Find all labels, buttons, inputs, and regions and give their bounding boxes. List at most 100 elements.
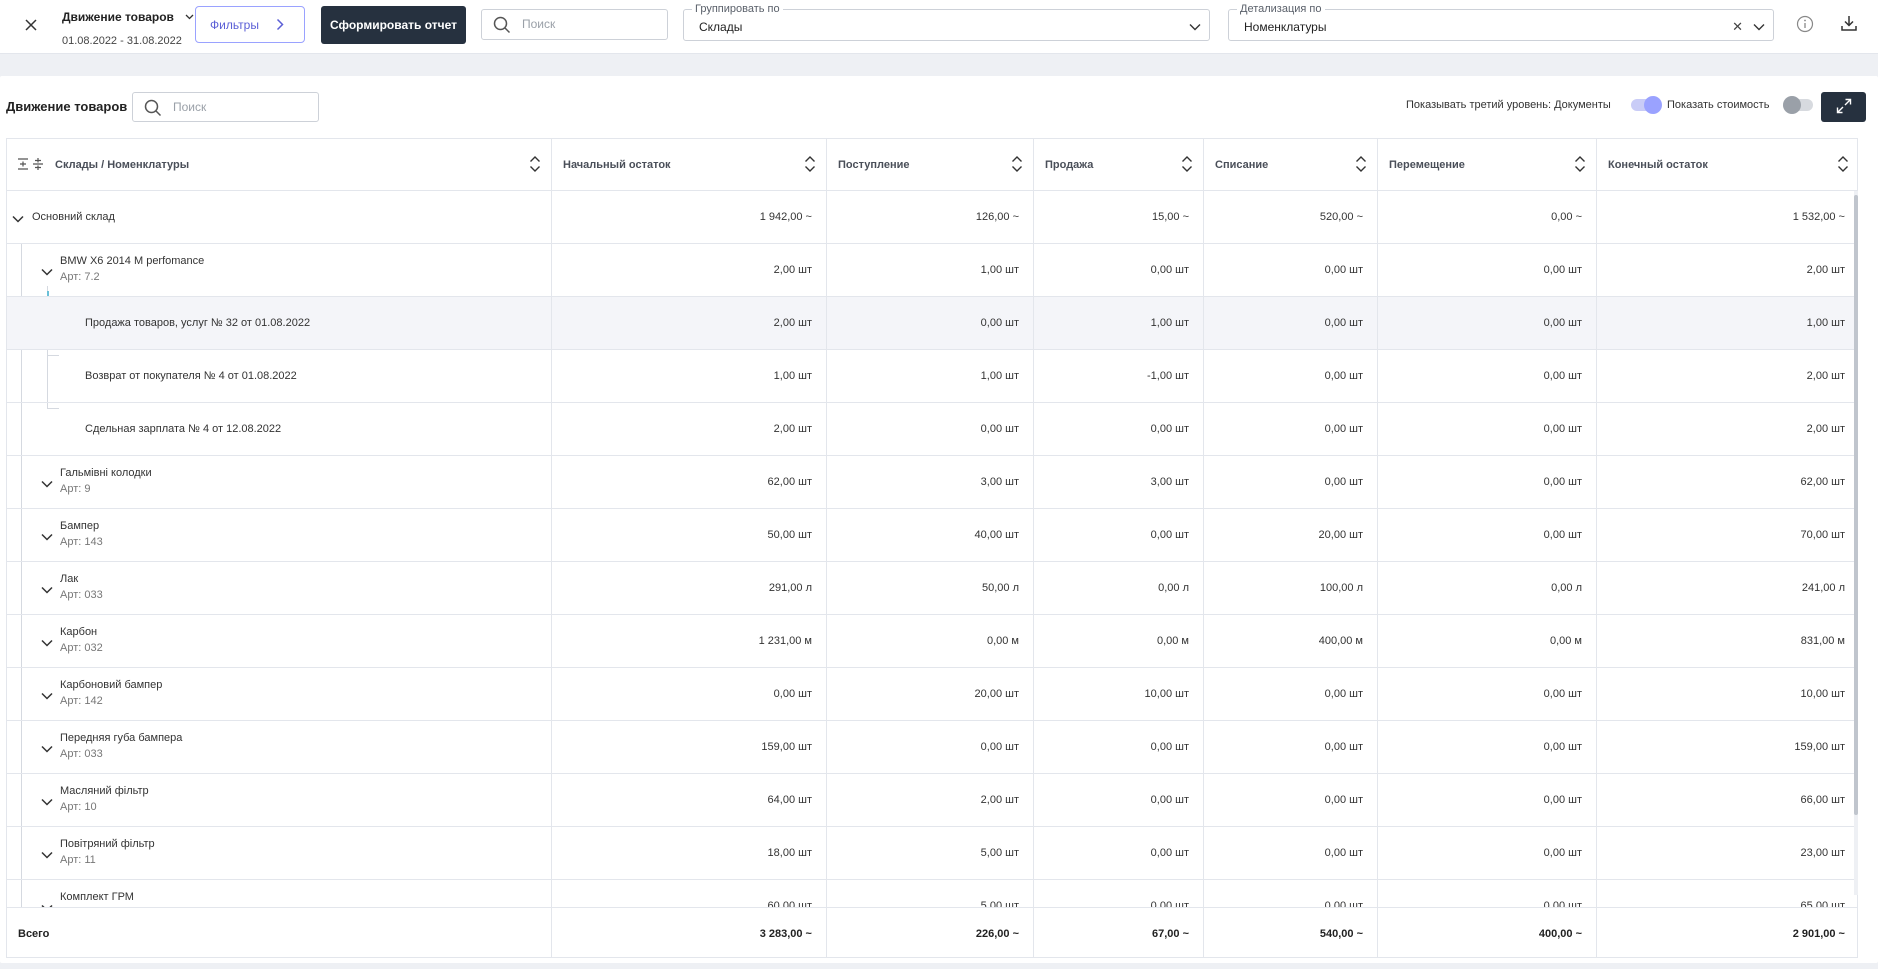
toggle-docs-knob — [1644, 96, 1662, 114]
total-label: Всего — [7, 908, 552, 957]
top-search-input[interactable] — [522, 17, 652, 31]
cell-sale: 0,00 шт — [1034, 721, 1204, 773]
build-report-button[interactable]: Сформировать отчет — [321, 6, 466, 44]
column-header-income[interactable]: Поступление — [827, 139, 1034, 191]
cell-writeoff: 0,00 шт — [1204, 774, 1378, 826]
table-row[interactable]: Масляний фільтр Арт: 10 64,00 шт 2,00 шт… — [7, 774, 1857, 827]
row-name-cell: Бампер Арт: 143 — [7, 509, 552, 561]
cell-opening: 2,00 шт — [552, 403, 827, 455]
column-header-writeoff[interactable]: Списание — [1204, 139, 1378, 191]
column-label: Поступление — [838, 159, 910, 171]
cell-sale: 0,00 шт — [1034, 509, 1204, 561]
cell-income: 0,00 шт — [827, 297, 1034, 349]
toggle-cost-label: Показать стоимость — [1667, 99, 1770, 111]
row-sku: Арт: 7.2 — [60, 271, 100, 283]
detail-select[interactable]: Детализация по Номенклатуры ✕ — [1228, 3, 1774, 41]
chevron-down-icon[interactable] — [41, 689, 53, 703]
chevron-down-icon[interactable] — [41, 477, 53, 491]
table-row-document[interactable]: Возврат от покупателя № 4 от 01.08.2022 … — [7, 350, 1857, 403]
clear-icon[interactable]: ✕ — [1732, 19, 1743, 34]
row-sku: Арт: 033 — [60, 589, 103, 601]
table-row[interactable]: Карбоновий бампер Арт: 142 0,00 шт 20,00… — [7, 668, 1857, 721]
chevron-down-icon[interactable] — [41, 742, 53, 756]
date-range: 01.08.2022 - 31.08.2022 — [62, 35, 182, 47]
cell-income: 126,00 ~ — [827, 191, 1034, 243]
chevron-down-icon[interactable] — [41, 636, 53, 650]
close-icon[interactable] — [20, 14, 42, 36]
chevron-down-icon[interactable] — [41, 530, 53, 544]
row-sku: Арт: 11 — [60, 854, 96, 866]
sort-icon[interactable] — [529, 155, 541, 176]
chevron-down-icon[interactable] — [41, 848, 53, 862]
group-by-select[interactable]: Группировать по Склады — [683, 3, 1210, 41]
column-header-transfer[interactable]: Перемещение — [1378, 139, 1597, 191]
column-header-closing[interactable]: Конечный остаток — [1597, 139, 1857, 191]
row-sku: Арт: 033 — [60, 748, 103, 760]
scrollbar-thumb[interactable] — [1854, 195, 1858, 815]
chevron-down-icon[interactable] — [41, 583, 53, 597]
row-name-cell: Основний склад — [7, 191, 552, 243]
cell-sale: 1,00 шт — [1034, 297, 1204, 349]
table-search-input[interactable] — [173, 100, 303, 114]
cell-transfer: 0,00 шт — [1378, 880, 1597, 907]
info-icon[interactable] — [1796, 15, 1814, 36]
cell-writeoff: 0,00 шт — [1204, 827, 1378, 879]
chevron-down-icon[interactable] — [185, 9, 194, 23]
sort-icon[interactable] — [1574, 155, 1586, 176]
column-header-opening[interactable]: Начальный остаток — [552, 139, 827, 191]
sort-icon[interactable] — [1355, 155, 1367, 176]
collapse-all-icon[interactable] — [33, 157, 43, 173]
report-card: Движение товаров Показывать третий урове… — [0, 76, 1878, 963]
filters-button[interactable]: Фильтры — [195, 6, 305, 43]
row-name: Лак — [60, 573, 79, 585]
table-row[interactable]: Основний склад 1 942,00 ~ 126,00 ~ 15,00… — [7, 191, 1857, 244]
expand-all-icon[interactable] — [18, 157, 28, 173]
toggle-cost[interactable] — [1783, 96, 1813, 114]
cell-transfer: 0,00 шт — [1378, 721, 1597, 773]
cell-income: 50,00 л — [827, 562, 1034, 614]
cell-closing: 2,00 шт — [1806, 423, 1845, 435]
table-row-document[interactable]: Сдельная зарплата № 4 от 12.08.2022 2,00… — [7, 403, 1857, 456]
row-sku: Арт: 9 — [60, 483, 91, 495]
row-name: Карбон — [60, 626, 98, 638]
table-row[interactable]: Карбон Арт: 032 1 231,00 м 0,00 м 0,00 м… — [7, 615, 1857, 668]
table-row[interactable]: Бампер Арт: 143 50,00 шт 40,00 шт 0,00 ш… — [7, 509, 1857, 562]
table-row-document[interactable]: Продажа товаров, услуг № 32 от 01.08.202… — [7, 297, 1857, 350]
tree-guide-line — [47, 355, 59, 356]
report-title-group[interactable]: Движение товаров — [62, 9, 194, 24]
table-row[interactable]: Передняя губа бампера Арт: 033 159,00 шт… — [7, 721, 1857, 774]
sort-icon[interactable] — [1011, 155, 1023, 176]
cell-closing: 66,00 шт — [1800, 794, 1845, 806]
column-label: Конечный остаток — [1608, 159, 1708, 171]
sort-icon[interactable] — [1181, 155, 1193, 176]
table-row[interactable]: Лак Арт: 033 291,00 л 50,00 л 0,00 л 100… — [7, 562, 1857, 615]
toggle-docs[interactable] — [1631, 96, 1662, 114]
row-name-cell: Карбоновий бампер Арт: 142 — [7, 668, 552, 720]
table-search-box[interactable] — [132, 92, 319, 122]
row-name-cell: Гальмівні колодки Арт: 9 — [7, 456, 552, 508]
table-row[interactable]: Повітряний фільтр Арт: 11 18,00 шт 5,00 … — [7, 827, 1857, 880]
table-row[interactable]: Комплект ГРМ 60,00 шт 5,00 шт 0,00 шт 0,… — [7, 880, 1857, 907]
table-row[interactable]: BMW X6 2014 M perfomance Арт: 7.2 2,00 ш… — [7, 244, 1857, 297]
cell-sale: 0,00 шт — [1034, 827, 1204, 879]
chevron-down-icon[interactable] — [12, 212, 24, 226]
row-name-cell: Сдельная зарплата № 4 от 12.08.2022 — [7, 403, 552, 455]
column-label: Перемещение — [1389, 159, 1465, 171]
table-row[interactable]: Гальмівні колодки Арт: 9 62,00 шт 3,00 ш… — [7, 456, 1857, 509]
column-header-name[interactable]: Склады / Номенклатуры — [7, 139, 552, 191]
sort-icon[interactable] — [1837, 155, 1849, 176]
chevron-down-icon[interactable] — [41, 795, 53, 809]
top-search-box[interactable] — [481, 9, 668, 40]
download-icon[interactable] — [1840, 14, 1858, 35]
cell-transfer: 0,00 шт — [1378, 509, 1597, 561]
column-header-sale[interactable]: Продажа — [1034, 139, 1204, 191]
cell-sale: 0,00 л — [1034, 562, 1204, 614]
cell-closing: 831,00 м — [1800, 635, 1845, 647]
fullscreen-button[interactable] — [1821, 92, 1866, 122]
chevron-down-icon[interactable] — [41, 265, 53, 279]
expand-icon — [1836, 98, 1852, 117]
cell-sale: 0,00 м — [1034, 615, 1204, 667]
vertical-scrollbar[interactable] — [1854, 191, 1858, 895]
sort-icon[interactable] — [804, 155, 816, 176]
tree-controls[interactable] — [18, 157, 43, 173]
